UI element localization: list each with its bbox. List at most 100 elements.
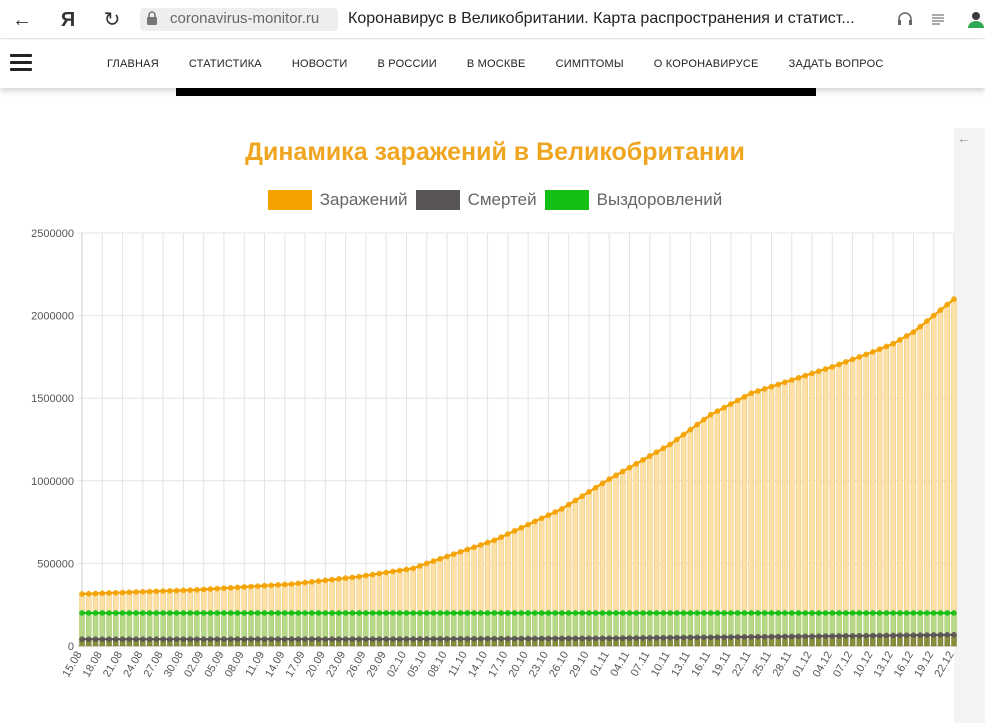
point-deaths xyxy=(640,635,646,641)
point-recovered xyxy=(248,610,254,616)
point-infections xyxy=(897,336,903,343)
nav-item-home[interactable]: ГЛАВНАЯ xyxy=(107,58,159,70)
x-tick-label: 16.11 xyxy=(689,650,713,679)
y-tick-label: 0 xyxy=(68,641,74,653)
point-deaths xyxy=(471,635,477,642)
nav-item-ask-question[interactable]: ЗАДАТЬ ВОПРОС xyxy=(788,58,884,70)
bar-infections xyxy=(741,396,748,647)
side-panel xyxy=(954,128,985,723)
reader-mode-icon[interactable] xyxy=(928,9,948,29)
point-recovered xyxy=(268,610,275,616)
point-infections xyxy=(768,383,775,390)
url-text[interactable]: coronavirus-monitor.ru xyxy=(170,10,320,27)
back-arrow-icon[interactable]: ← xyxy=(12,9,32,31)
point-recovered xyxy=(275,610,281,616)
point-recovered xyxy=(457,610,464,616)
x-tick-label: 21.08 xyxy=(101,650,125,680)
chart-title: Динамика заражений в Великобритании xyxy=(245,138,745,166)
legend-item-infections[interactable]: Заражений xyxy=(267,190,408,210)
point-infections xyxy=(167,587,173,594)
point-infections xyxy=(160,588,166,594)
point-infections xyxy=(106,590,112,596)
point-deaths xyxy=(674,634,680,641)
point-deaths xyxy=(200,636,207,643)
x-tick-label: 05.09 xyxy=(202,650,226,680)
point-recovered xyxy=(924,610,930,616)
x-tick-label: 14.10 xyxy=(466,650,490,680)
point-infections xyxy=(336,575,342,582)
point-recovered xyxy=(653,610,660,616)
legend-label-deaths: Смертей xyxy=(467,190,537,209)
point-deaths xyxy=(795,633,802,640)
point-deaths xyxy=(532,635,538,642)
point-infections xyxy=(153,588,160,595)
legend-swatch-deaths xyxy=(415,190,460,210)
chart-legend: Заражений Смертей Выздоровлений xyxy=(0,190,985,210)
point-infections xyxy=(281,581,288,588)
point-recovered xyxy=(302,610,308,616)
point-deaths xyxy=(552,635,559,642)
point-deaths xyxy=(930,632,937,638)
nav-item-russia[interactable]: В РОССИИ xyxy=(377,58,437,70)
point-infections xyxy=(363,572,369,579)
point-deaths xyxy=(944,631,951,638)
headphones-icon[interactable] xyxy=(895,9,915,29)
point-deaths xyxy=(275,636,281,642)
nav-item-symptoms[interactable]: СИМПТОМЫ xyxy=(555,58,624,70)
hamburger-menu-icon[interactable] xyxy=(10,54,32,72)
point-recovered xyxy=(329,610,335,616)
point-deaths xyxy=(85,636,92,643)
point-recovered xyxy=(518,610,525,616)
point-infections xyxy=(667,441,673,448)
point-recovered xyxy=(471,610,477,616)
point-recovered xyxy=(437,610,444,616)
point-recovered xyxy=(559,610,565,616)
profile-icon[interactable] xyxy=(966,9,985,29)
point-deaths xyxy=(653,634,660,641)
point-recovered xyxy=(863,610,869,616)
legend-item-deaths[interactable]: Смертей xyxy=(415,190,537,210)
legend-item-recovered[interactable]: Выздоровлений xyxy=(544,190,722,210)
nav-item-statistics[interactable]: СТАТИСТИКА xyxy=(188,58,262,70)
point-deaths xyxy=(694,634,700,641)
nav-item-news[interactable]: НОВОСТИ xyxy=(291,58,348,70)
point-deaths xyxy=(728,634,734,640)
collapse-arrow-icon[interactable]: ← xyxy=(957,130,971,146)
yandex-icon[interactable]: Я xyxy=(60,9,76,31)
point-infections xyxy=(782,379,788,386)
reload-icon[interactable]: ↻ xyxy=(103,9,121,31)
point-deaths xyxy=(146,636,153,643)
point-infections xyxy=(322,577,329,584)
point-recovered xyxy=(809,610,815,616)
point-recovered xyxy=(444,610,450,616)
nav-item-about[interactable]: О КОРОНАВИРУСЕ xyxy=(653,58,759,70)
legend-label-infections: Заражений xyxy=(319,190,408,209)
point-infections xyxy=(430,558,437,564)
address-bar[interactable] xyxy=(140,8,338,31)
point-infections xyxy=(126,589,133,596)
point-infections xyxy=(924,318,930,324)
point-deaths xyxy=(322,636,329,642)
point-deaths xyxy=(511,635,518,642)
point-deaths xyxy=(856,632,863,639)
point-deaths xyxy=(903,632,910,639)
bar-infections xyxy=(856,356,862,647)
point-recovered xyxy=(951,610,957,616)
point-infections xyxy=(646,453,653,459)
nav-item-moscow[interactable]: В МОСКВЕ xyxy=(466,58,526,70)
x-tick-label: 01.12 xyxy=(790,650,814,680)
point-deaths xyxy=(153,636,160,643)
point-infections xyxy=(92,590,99,597)
point-infections xyxy=(619,468,626,475)
point-infections xyxy=(457,548,464,555)
bar-infections xyxy=(897,339,903,647)
point-deaths xyxy=(883,632,890,639)
x-tick-label: 29.10 xyxy=(567,650,591,680)
point-deaths xyxy=(450,635,457,642)
point-recovered xyxy=(897,610,903,616)
point-infections xyxy=(356,573,362,580)
point-deaths xyxy=(187,636,194,643)
bar-infections xyxy=(748,393,754,647)
bar-infections xyxy=(877,348,883,647)
point-infections xyxy=(552,509,559,515)
